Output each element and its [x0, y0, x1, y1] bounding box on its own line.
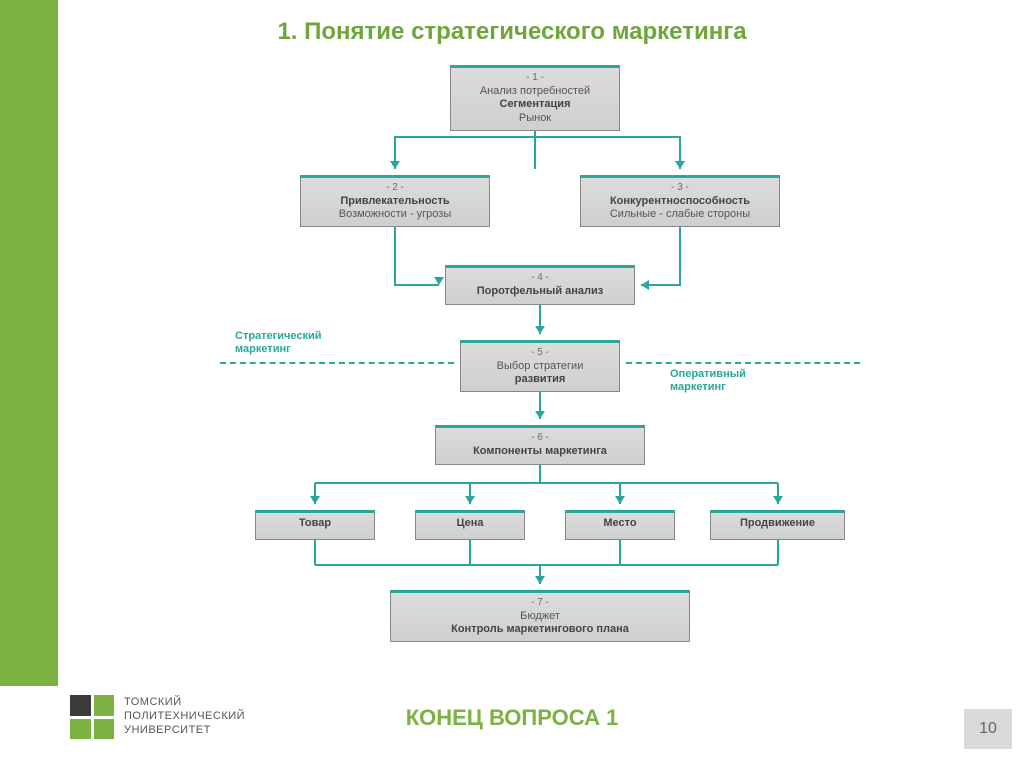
- accent-sidebar: [0, 0, 58, 686]
- label-strategic-marketing: Стратегическиймаркетинг: [235, 330, 355, 356]
- slide-title: 1. Понятие стратегического маркетинга: [0, 18, 1024, 46]
- divider-left: [220, 362, 454, 364]
- node-n7: - 7 -БюджетКонтроль маркетингового плана: [390, 590, 690, 642]
- flowchart: Стратегическиймаркетинг Оперативныймарке…: [220, 65, 860, 665]
- page-number: 10: [964, 709, 1012, 749]
- node-t3: Место: [565, 510, 675, 540]
- logo-text: ТОМСКИЙ ПОЛИТЕХНИЧЕСКИЙ УНИВЕРСИТЕТ: [124, 696, 245, 737]
- node-t2: Цена: [415, 510, 525, 540]
- node-n1: - 1 -Анализ потребностейСегментацияРынок: [450, 65, 620, 131]
- node-n3: - 3 -КонкурентноспособностьСильные - сла…: [580, 175, 780, 227]
- logo-line-3: УНИВЕРСИТЕТ: [124, 724, 245, 738]
- node-t1: Товар: [255, 510, 375, 540]
- node-n2: - 2 -ПривлекательностьВозможности - угро…: [300, 175, 490, 227]
- university-logo: ТОМСКИЙ ПОЛИТЕХНИЧЕСКИЙ УНИВЕРСИТЕТ: [70, 695, 245, 739]
- node-n5: - 5 -Выбор стратегииразвития: [460, 340, 620, 392]
- logo-line-2: ПОЛИТЕХНИЧЕСКИЙ: [124, 710, 245, 724]
- node-n4: - 4 -Поротфельный анализ: [445, 265, 635, 305]
- label-operational-marketing: Оперативныймаркетинг: [670, 368, 790, 394]
- node-n6: - 6 -Компоненты маркетинга: [435, 425, 645, 465]
- logo-icon: [70, 695, 114, 739]
- divider-right: [626, 362, 860, 364]
- node-t4: Продвижение: [710, 510, 845, 540]
- logo-line-1: ТОМСКИЙ: [124, 696, 245, 710]
